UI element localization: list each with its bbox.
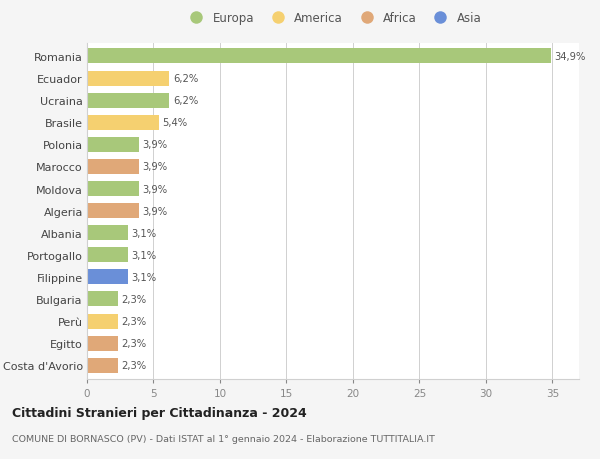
Text: 3,1%: 3,1% bbox=[131, 228, 157, 238]
Bar bbox=[87, 270, 128, 285]
Text: 3,9%: 3,9% bbox=[142, 162, 167, 172]
Bar bbox=[87, 226, 128, 241]
Text: 2,3%: 2,3% bbox=[121, 316, 146, 326]
Text: Cittadini Stranieri per Cittadinanza - 2024: Cittadini Stranieri per Cittadinanza - 2… bbox=[12, 406, 307, 419]
Bar bbox=[87, 182, 139, 196]
Bar bbox=[87, 94, 169, 108]
Text: 6,2%: 6,2% bbox=[173, 96, 198, 106]
Text: 3,1%: 3,1% bbox=[131, 250, 157, 260]
Text: 2,3%: 2,3% bbox=[121, 360, 146, 370]
Text: 34,9%: 34,9% bbox=[554, 52, 586, 62]
Bar bbox=[87, 358, 118, 373]
Text: 6,2%: 6,2% bbox=[173, 74, 198, 84]
Bar bbox=[87, 314, 118, 329]
Text: 3,1%: 3,1% bbox=[131, 272, 157, 282]
Bar bbox=[87, 138, 139, 152]
Bar bbox=[87, 160, 139, 174]
Text: COMUNE DI BORNASCO (PV) - Dati ISTAT al 1° gennaio 2024 - Elaborazione TUTTITALI: COMUNE DI BORNASCO (PV) - Dati ISTAT al … bbox=[12, 434, 435, 443]
Legend: Europa, America, Africa, Asia: Europa, America, Africa, Asia bbox=[182, 9, 484, 27]
Text: 3,9%: 3,9% bbox=[142, 184, 167, 194]
Bar bbox=[87, 248, 128, 263]
Bar bbox=[87, 292, 118, 307]
Text: 3,9%: 3,9% bbox=[142, 140, 167, 150]
Bar bbox=[87, 49, 551, 64]
Bar bbox=[87, 204, 139, 218]
Text: 3,9%: 3,9% bbox=[142, 206, 167, 216]
Text: 2,3%: 2,3% bbox=[121, 338, 146, 348]
Text: 5,4%: 5,4% bbox=[162, 118, 187, 128]
Bar bbox=[87, 336, 118, 351]
Text: 2,3%: 2,3% bbox=[121, 294, 146, 304]
Bar bbox=[87, 72, 169, 86]
Bar bbox=[87, 116, 159, 130]
